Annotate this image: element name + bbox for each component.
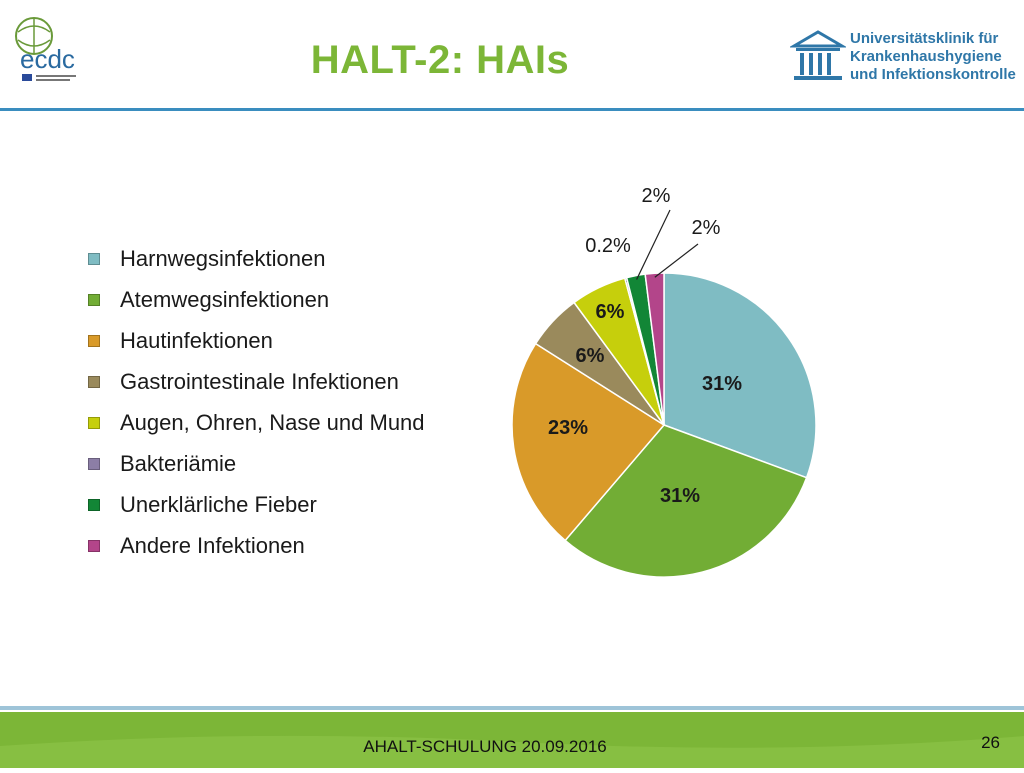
header-divider (0, 108, 1024, 111)
university-line-3: und Infektionskontrolle (850, 66, 1016, 83)
legend-swatch (88, 498, 100, 511)
legend-swatch (88, 457, 100, 470)
data-label: 0.2% (585, 235, 631, 257)
legend-swatch (88, 252, 100, 265)
legend-swatch (88, 293, 100, 306)
legend-label: Augen, Ohren, Nase und Mund (120, 409, 425, 435)
legend-item: Harnwegsinfektionen (88, 238, 425, 279)
page-number: 26 (981, 733, 1000, 752)
legend-label: Atemwegsinfektionen (120, 286, 330, 312)
legend-label: Harnwegsinfektionen (120, 245, 326, 271)
university-name: Universitätsklinik für Krankenhaushygien… (850, 30, 1016, 84)
ecdc-logo-text: ecdc (20, 44, 75, 74)
ecdc-logo: ecdc (8, 10, 98, 90)
pie-chart-svg: 31% 31% 23% 6% 6% 0.2% 2% 2% (511, 185, 817, 578)
data-label: 31% (660, 485, 700, 507)
leader-line (636, 209, 671, 280)
legend-swatch (88, 416, 100, 429)
legend-swatch (88, 539, 100, 552)
footer-text: AHALT-SCHULUNG 20.09.2016 (363, 737, 607, 756)
university-logo: Universitätsklinik für Krankenhaushygien… (788, 28, 1020, 88)
data-label: 31% (702, 373, 742, 395)
pie-slice (511, 342, 666, 542)
legend-label: Andere Infektionen (120, 532, 305, 558)
university-line-2: Krankenhaushygiene (850, 48, 1002, 65)
legend-label: Bakteriämie (120, 450, 237, 476)
data-label: 6% (576, 345, 605, 367)
legend-item: Unerklärliche Fieber (88, 484, 425, 525)
building-icon (788, 30, 848, 80)
legend-item: Gastrointestinale Infektionen (88, 361, 425, 402)
page-title: HALT-2: HAIs (310, 38, 570, 82)
legend-item: Hautinfektionen (88, 320, 425, 361)
legend-item: Bakteriämie (88, 443, 425, 484)
pie-slice (663, 272, 817, 479)
footer-band (0, 706, 1024, 768)
pie-slice (564, 424, 808, 578)
legend-item: Atemwegsinfektionen (88, 279, 425, 320)
legend-label: Unerklärliche Fieber (120, 491, 317, 517)
chart-legend: Harnwegsinfektionen Atemwegsinfektionen Ha… (88, 238, 425, 566)
legend-item: Andere Infektionen (88, 525, 425, 566)
data-label: 6% (596, 301, 625, 323)
legend-label: Hautinfektionen (120, 327, 273, 353)
header: ecdc HALT-2: HAIs Universitätsklinik für… (0, 0, 1024, 111)
data-label: 2% (692, 217, 721, 239)
pie-slice (644, 272, 665, 426)
data-label: 23% (548, 417, 588, 439)
legend-label: Gastrointestinale Infektionen (120, 368, 399, 394)
data-label: 2% (642, 185, 671, 207)
university-line-1: Universitätsklinik für (850, 30, 999, 47)
legend-swatch (88, 375, 100, 388)
pie-chart: 31% 31% 23% 6% 6% 0.2% 2% 2% (480, 160, 880, 595)
legend-swatch (88, 334, 100, 347)
legend-item: Augen, Ohren, Nase und Mund (88, 402, 425, 443)
leader-line (654, 243, 699, 278)
